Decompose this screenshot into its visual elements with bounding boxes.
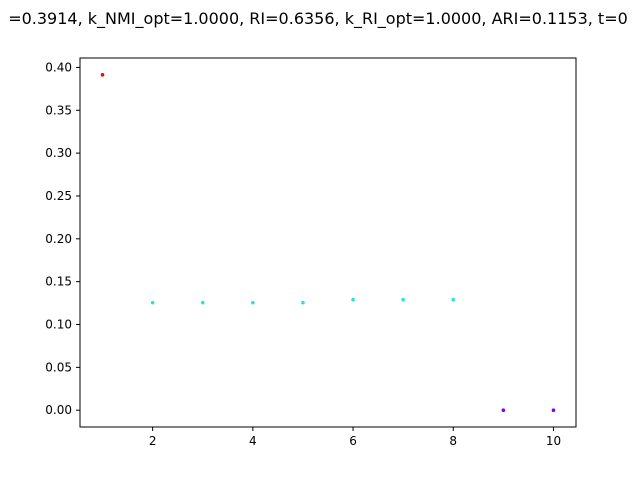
data-point — [501, 408, 506, 413]
data-point — [401, 297, 405, 302]
y-tick-label: 0.40 — [45, 60, 72, 74]
y-tick-label: 0.20 — [45, 232, 72, 246]
data-points — [100, 72, 556, 413]
x-tick-label: 10 — [546, 434, 561, 448]
x-tick-label: 8 — [449, 434, 457, 448]
plot-frame — [79, 57, 577, 428]
y-tick-label: 0.25 — [45, 189, 72, 203]
data-point — [150, 300, 155, 305]
y-tick-label: 0.15 — [45, 275, 72, 289]
data-point — [200, 300, 205, 305]
y-tick-label: 0.30 — [45, 146, 72, 160]
y-tick-label: 0.35 — [45, 103, 72, 117]
data-point — [301, 300, 305, 305]
data-point — [251, 300, 255, 305]
data-point — [551, 408, 556, 413]
x-tick-label: 2 — [149, 434, 157, 448]
y-tick-label: 0.10 — [45, 318, 72, 332]
x-tick-label: 4 — [249, 434, 257, 448]
data-point — [451, 297, 456, 302]
data-point — [351, 297, 355, 302]
x-tick-label: 6 — [349, 434, 357, 448]
data-point — [100, 72, 105, 77]
chart-title: =0.3914, k_NMI_opt=1.0000, RI=0.6356, k_… — [8, 9, 628, 29]
axis-ticks: 2 4 6 8 10 0.00 0.05 0.10 0.15 0.20 0.25 0.30 0.35 0.… — [45, 60, 561, 448]
y-tick-label: 0.05 — [45, 360, 72, 374]
y-tick-label: 0.00 — [45, 403, 72, 417]
